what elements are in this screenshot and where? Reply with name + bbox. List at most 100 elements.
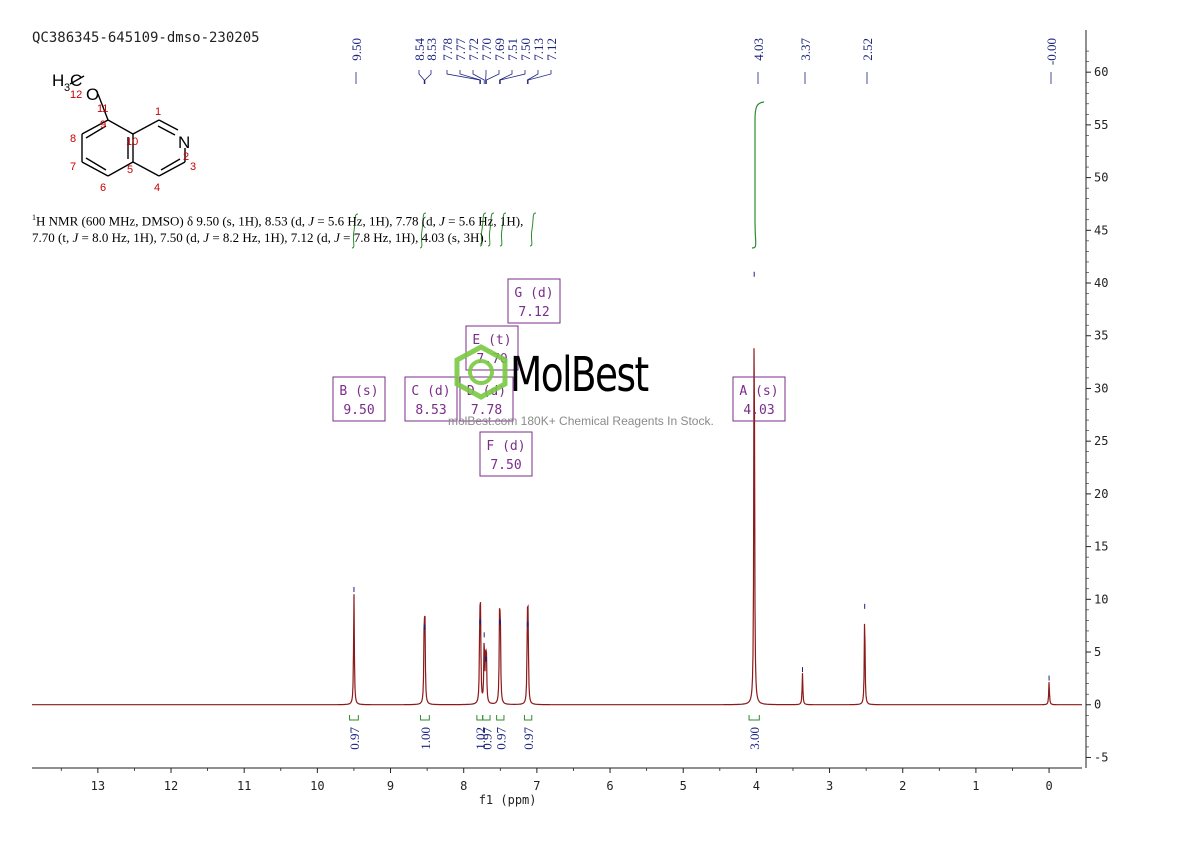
methyl-h: H [52, 71, 64, 90]
nmr-description-line-2: 7.70 (t, J = 8.0 Hz, 1H), 7.50 (d, J = 8… [32, 229, 523, 246]
peak-label-connector-10 [526, 70, 539, 84]
atom-number-7: 7 [70, 161, 76, 173]
multiplet-shift: 7.78 [471, 403, 502, 418]
bond-c3-c4-double [160, 158, 181, 171]
bond-c3-c4 [158, 161, 186, 177]
nmr-text-1a: H NMR (600 MHz, DMSO) δ 9.50 (s, 1H), 8.… [36, 213, 309, 229]
integral-value: 0.97 [479, 727, 494, 750]
nmr-text-2d: = 7.8 Hz, 1H), 4.03 (s, 3H). [339, 230, 487, 246]
nmr-text-2b: = 8.0 Hz, 1H), 7.50 (d, [78, 230, 204, 246]
multiplet-shift: 8.53 [415, 403, 446, 418]
x-tick-label: 5 [680, 779, 687, 793]
multiplet-shift: 7.12 [518, 305, 549, 320]
peak-label: 9.50 [349, 38, 364, 61]
y-tick-label: 35 [1094, 329, 1108, 343]
integral-bracket-5 [523, 715, 533, 721]
nitrogen-atom: N [178, 133, 190, 152]
peak-label: 7.50 [518, 38, 533, 61]
peak-label-connector-4 [459, 70, 481, 84]
atom-number-3: 3 [190, 161, 196, 173]
bond-c1-n2-double [157, 125, 176, 136]
peak-label: 4.03 [751, 38, 766, 61]
nmr-j-4: J [203, 230, 210, 246]
x-tick-label: 2 [899, 779, 906, 793]
nmr-j-3: J [72, 230, 79, 246]
y-tick-label: 15 [1094, 540, 1108, 554]
multiplet-title: B (s) [339, 384, 378, 399]
peak-label: 7.69 [492, 38, 507, 61]
multiplet-box-C [404, 376, 458, 422]
peak-label-connector-9 [499, 70, 526, 84]
bond-c9-c10 [107, 119, 134, 135]
bond-c9-c8-double [85, 125, 107, 139]
atom-number-5: 5 [127, 164, 133, 176]
watermark-logo-text: MolBest [510, 347, 649, 403]
atom-number-9: 9 [100, 119, 106, 131]
y-tick-label: 20 [1094, 487, 1108, 501]
peak-label-connector-7 [485, 70, 500, 84]
multiplet-title: C (d) [411, 384, 450, 399]
bond-c7-c6 [81, 161, 109, 177]
y-tick-label: 5 [1094, 645, 1101, 659]
peak-label: 8.53 [424, 38, 439, 61]
peak-label: -0.00 [1044, 38, 1059, 65]
nmr-j-2: J [439, 213, 445, 229]
x-tick-label: 13 [91, 779, 105, 793]
y-tick-label: 50 [1094, 171, 1108, 185]
nmr-superscript: 1 [32, 213, 36, 222]
integral-text-curve-0 [351, 213, 359, 249]
x-tick-label: 0 [1045, 779, 1052, 793]
bond-c6-c5 [107, 161, 134, 177]
atom-number-11: 11 [97, 103, 108, 115]
y-tick-label: -5 [1094, 750, 1108, 764]
molecule-structure: H 3 C O N 1 2 3 4 5 6 7 8 9 10 11 12 [52, 71, 196, 194]
integral-text-curve-2 [479, 212, 487, 247]
multiplet-shift: 7.50 [490, 458, 521, 473]
atom-number-6: 6 [100, 182, 106, 194]
y-tick-label: 25 [1094, 434, 1108, 448]
peak-label: 2.52 [860, 38, 875, 61]
integral-bracket-3 [482, 715, 491, 721]
sample-id: QC386345-645109-dmso-230205 [32, 30, 260, 46]
x-tick-label: 6 [606, 779, 613, 793]
multiplet-title: G (d) [514, 286, 553, 301]
peak-label: 7.51 [505, 38, 520, 61]
nmr-j-5: J [334, 230, 340, 246]
multiplet-shift: 4.03 [743, 403, 774, 418]
peak-label-connector-1 [418, 70, 425, 84]
multiplet-box-G [507, 278, 561, 324]
peak-label: 7.77 [453, 38, 468, 61]
integral-value: 1.02 [473, 727, 488, 750]
y-tick-label: 55 [1094, 118, 1108, 132]
y-tick-label: 30 [1094, 381, 1108, 395]
integral-value: 0.97 [493, 727, 508, 750]
peak-label: 7.72 [466, 38, 481, 61]
multiplet-shift: 9.50 [343, 403, 374, 418]
integral-value: 0.97 [347, 727, 362, 750]
bond-c4-c5 [132, 161, 160, 177]
nmr-j-1: J [308, 213, 315, 229]
integral-bracket-4 [496, 715, 505, 721]
multiplet-title: F (d) [486, 439, 525, 454]
peak-label-connector-2 [424, 70, 432, 84]
y-tick-label: 0 [1094, 698, 1101, 712]
x-tick-label: 1 [972, 779, 979, 793]
peak-label: 7.12 [544, 38, 559, 61]
nmr-description: 1H NMR (600 MHz, DMSO) δ 9.50 (s, 1H), 8… [32, 209, 523, 246]
integral-text-curve-5 [529, 212, 537, 247]
nmr-text-1b: = 5.6 Hz, 1H), 7.78 (d, [314, 213, 440, 229]
atom-number-1: 1 [155, 106, 161, 118]
multiplet-box-F [479, 431, 533, 477]
bond-c9-c8 [81, 119, 109, 135]
bond-c1-n2 [158, 119, 179, 131]
watermark-subtitle: molBest.com 180K+ Chemical Reagents In S… [448, 414, 714, 428]
integral-value: 3.00 [747, 727, 762, 750]
integral-bracket-0 [349, 715, 359, 721]
atom-number-12: 12 [70, 89, 82, 101]
peak-label-connector-8 [499, 70, 513, 84]
integral-text-curve-4 [499, 212, 507, 247]
bond-c10-c1 [132, 119, 160, 135]
molbest-logo-icon [454, 344, 508, 400]
y-tick-label: 60 [1094, 65, 1108, 79]
